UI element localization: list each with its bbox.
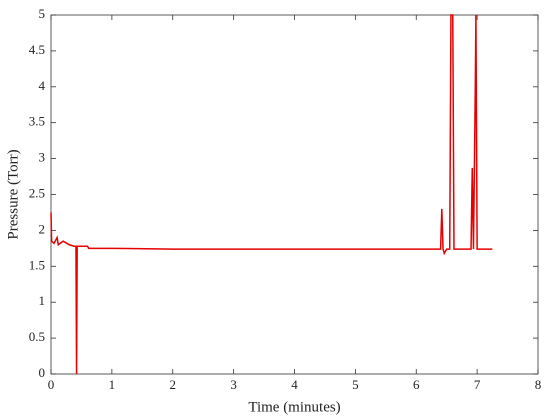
y-tick-label: 3.5: [29, 114, 45, 129]
y-tick-label: 5: [39, 6, 46, 21]
plot-frame: [50, 14, 539, 375]
x-tick-label: 0: [48, 377, 55, 392]
y-tick-label: 3: [39, 150, 46, 165]
y-tick-label: 2: [39, 221, 46, 236]
x-tick-label: 2: [170, 377, 177, 392]
y-tick-label: 0.5: [29, 329, 45, 344]
y-axis-label: Pressure (Torr): [5, 149, 21, 239]
x-tick-label: 1: [109, 377, 116, 392]
y-tick-label: 4.5: [29, 42, 45, 57]
x-tick-label: 4: [291, 377, 298, 392]
y-tick-label: 1.5: [29, 257, 45, 272]
y-tick-label: 2.5: [29, 185, 45, 200]
y-tick-label: 1: [39, 293, 46, 308]
x-tick-label: 8: [535, 377, 542, 392]
x-tick-label: 5: [352, 377, 359, 392]
data-line: [50, 14, 493, 375]
y-tick-label: 0: [39, 365, 46, 380]
y-tick-label: 4: [39, 78, 46, 93]
x-tick-label: 3: [230, 377, 237, 392]
x-axis-label: Time (minutes): [248, 399, 340, 415]
x-tick-label: 7: [474, 377, 481, 392]
x-tick-label: 6: [413, 377, 420, 392]
